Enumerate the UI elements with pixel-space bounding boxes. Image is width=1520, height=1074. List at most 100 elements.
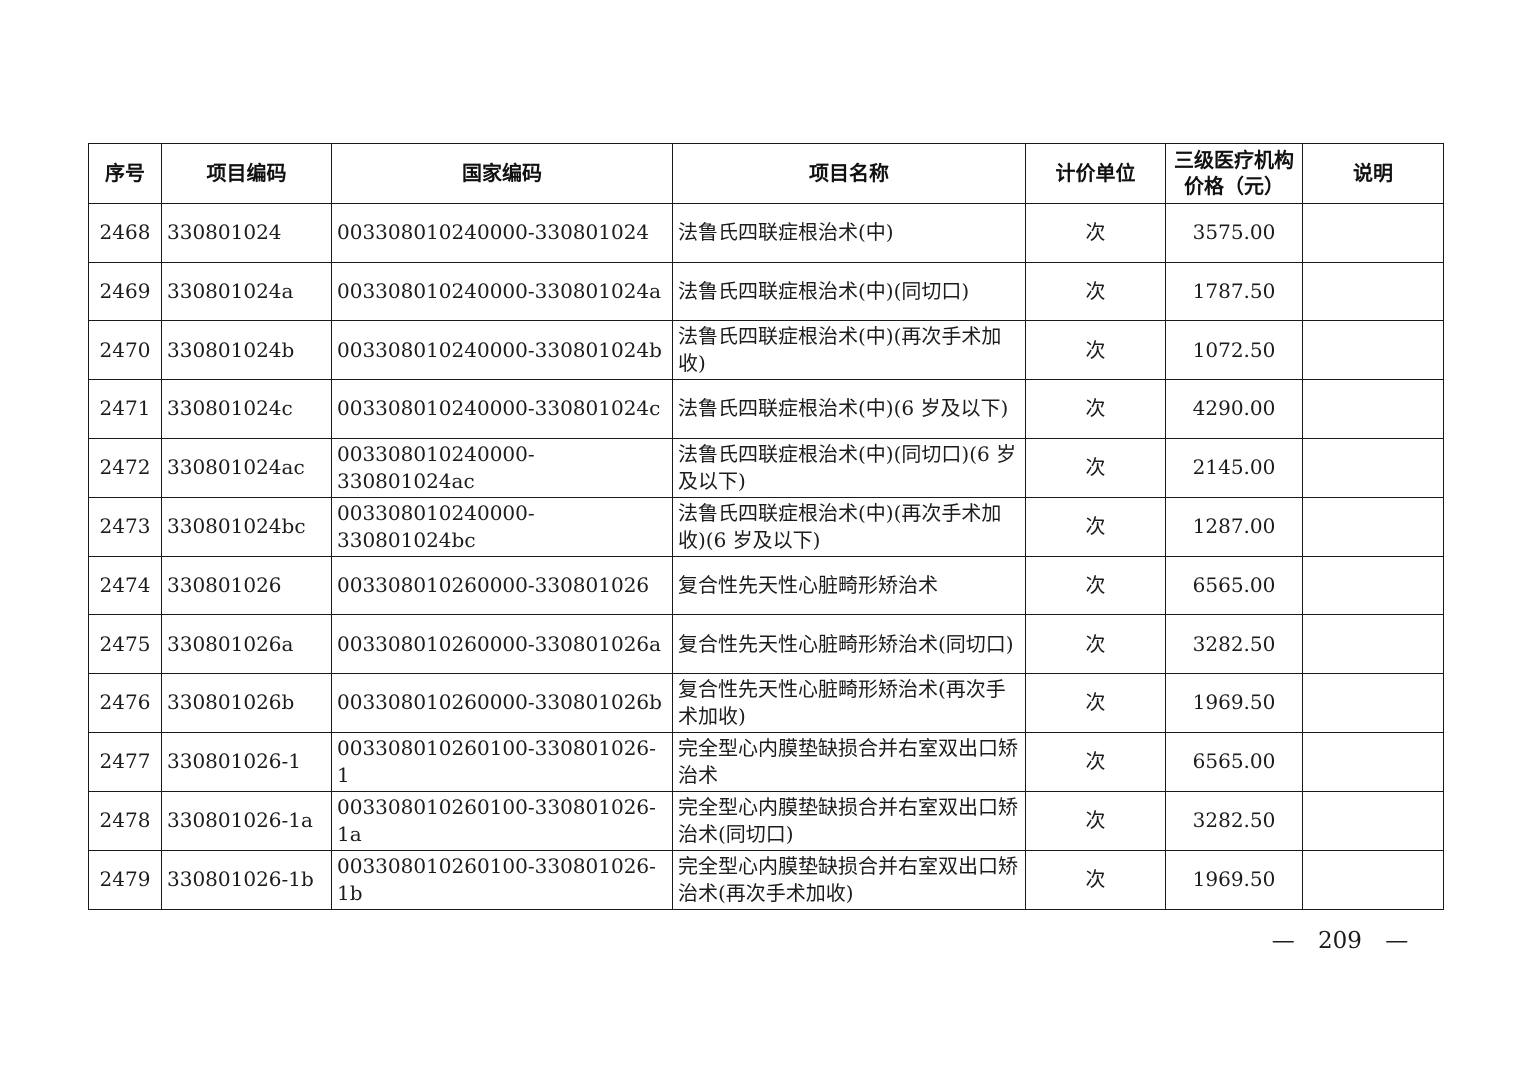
item-code-cell: 330801024a xyxy=(161,261,332,322)
item-code-cell: 330801026-1b xyxy=(161,849,332,910)
header-price: 三级医疗机构价格（元） xyxy=(1165,143,1303,204)
note-cell xyxy=(1302,261,1444,322)
note-cell xyxy=(1302,437,1444,498)
seq-cell: 2478 xyxy=(88,790,162,851)
header-note: 说明 xyxy=(1302,143,1444,204)
name-cell: 复合性先天性心脏畸形矫治术 xyxy=(672,555,1026,616)
unit-cell: 次 xyxy=(1025,731,1166,792)
name-cell: 法鲁氏四联症根治术(中) xyxy=(672,203,1026,263)
national-code-cell: 003308010260000-330801026b xyxy=(331,672,673,733)
item-code-cell: 330801024b xyxy=(161,320,332,381)
header-seq: 序号 xyxy=(88,143,162,204)
name-cell: 法鲁氏四联症根治术(中)(同切口)(6 岁及以下) xyxy=(672,437,1026,498)
seq-cell: 2479 xyxy=(88,849,162,910)
national-code-cell: 003308010240000-330801024b xyxy=(331,320,673,381)
price-cell: 4290.00 xyxy=(1165,379,1303,439)
table-header: 序号 项目编码 国家编码 项目名称 计价单位 三级医疗机构价格（元） 说明 xyxy=(88,143,1444,204)
price-cell: 1787.50 xyxy=(1165,261,1303,322)
national-code-cell: 003308010260000-330801026 xyxy=(331,555,673,616)
header-national-code: 国家编码 xyxy=(331,143,673,204)
price-cell: 1072.50 xyxy=(1165,320,1303,381)
price-cell: 3575.00 xyxy=(1165,203,1303,263)
item-code-cell: 330801024ac xyxy=(161,437,332,498)
price-cell: 1969.50 xyxy=(1165,672,1303,733)
table-row: 2472 330801024ac 003308010240000-330801024… xyxy=(88,437,1444,498)
national-code-cell: 003308010240000-330801024ac xyxy=(331,437,673,498)
national-code-cell: 003308010260100-330801026-1b xyxy=(331,849,673,910)
seq-cell: 2471 xyxy=(88,379,162,439)
national-code-cell: 003308010260100-330801026-1a xyxy=(331,790,673,851)
price-cell: 6565.00 xyxy=(1165,731,1303,792)
table-row: 2479 330801026-1b 003308010260100-33080102… xyxy=(88,849,1444,910)
note-cell xyxy=(1302,555,1444,616)
unit-cell: 次 xyxy=(1025,203,1166,263)
name-cell: 复合性先天性心脏畸形矫治术(同切口) xyxy=(672,614,1026,674)
item-code-cell: 330801026a xyxy=(161,614,332,674)
table-row: 2477 330801026-1 003308010260100-330801026… xyxy=(88,731,1444,792)
seq-cell: 2476 xyxy=(88,672,162,733)
seq-cell: 2475 xyxy=(88,614,162,674)
note-cell xyxy=(1302,731,1444,792)
table-body: 2468 330801024 003308010240000-330801024 法鲁… xyxy=(88,203,1444,910)
national-code-cell: 003308010240000-330801024 xyxy=(331,203,673,263)
national-code-cell: 003308010240000-330801024c xyxy=(331,379,673,439)
table-row: 2478 330801026-1a 003308010260100-33080102… xyxy=(88,790,1444,851)
table-row: 2475 330801026a 003308010260000-330801026a… xyxy=(88,614,1444,674)
name-cell: 法鲁氏四联症根治术(中)(同切口) xyxy=(672,261,1026,322)
seq-cell: 2473 xyxy=(88,496,162,557)
name-cell: 法鲁氏四联症根治术(中)(再次手术加收)(6 岁及以下) xyxy=(672,496,1026,557)
note-cell xyxy=(1302,790,1444,851)
unit-cell: 次 xyxy=(1025,261,1166,322)
seq-cell: 2477 xyxy=(88,731,162,792)
unit-cell: 次 xyxy=(1025,672,1166,733)
note-cell xyxy=(1302,320,1444,381)
table-row: 2470 330801024b 003308010240000-330801024b… xyxy=(88,320,1444,381)
item-code-cell: 330801024 xyxy=(161,203,332,263)
seq-cell: 2469 xyxy=(88,261,162,322)
name-cell: 法鲁氏四联症根治术(中)(6 岁及以下) xyxy=(672,379,1026,439)
price-cell: 1287.00 xyxy=(1165,496,1303,557)
header-row: 序号 项目编码 国家编码 项目名称 计价单位 三级医疗机构价格（元） 说明 xyxy=(88,143,1444,204)
table-row: 2468 330801024 003308010240000-330801024 法鲁… xyxy=(88,203,1444,263)
item-code-cell: 330801026-1 xyxy=(161,731,332,792)
item-code-cell: 330801024bc xyxy=(161,496,332,557)
seq-cell: 2468 xyxy=(88,203,162,263)
name-cell: 完全型心内膜垫缺损合并右室双出口矫治术(再次手术加收) xyxy=(672,849,1026,910)
unit-cell: 次 xyxy=(1025,555,1166,616)
price-cell: 2145.00 xyxy=(1165,437,1303,498)
name-cell: 法鲁氏四联症根治术(中)(再次手术加收) xyxy=(672,320,1026,381)
price-cell: 3282.50 xyxy=(1165,790,1303,851)
table-row: 2474 330801026 003308010260000-330801026 复合… xyxy=(88,555,1444,616)
seq-cell: 2472 xyxy=(88,437,162,498)
seq-cell: 2474 xyxy=(88,555,162,616)
seq-cell: 2470 xyxy=(88,320,162,381)
price-cell: 3282.50 xyxy=(1165,614,1303,674)
unit-cell: 次 xyxy=(1025,320,1166,381)
unit-cell: 次 xyxy=(1025,790,1166,851)
header-unit: 计价单位 xyxy=(1025,143,1166,204)
national-code-cell: 003308010260100-330801026-1 xyxy=(331,731,673,792)
table-row: 2476 330801026b 003308010260000-330801026b… xyxy=(88,672,1444,733)
note-cell xyxy=(1302,849,1444,910)
note-cell xyxy=(1302,614,1444,674)
name-cell: 完全型心内膜垫缺损合并右室双出口矫治术(同切口) xyxy=(672,790,1026,851)
table-row: 2473 330801024bc 003308010240000-330801024… xyxy=(88,496,1444,557)
page-number: — 209 — xyxy=(1271,928,1409,954)
header-item-name: 项目名称 xyxy=(672,143,1026,204)
price-cell: 6565.00 xyxy=(1165,555,1303,616)
unit-cell: 次 xyxy=(1025,437,1166,498)
unit-cell: 次 xyxy=(1025,849,1166,910)
name-cell: 完全型心内膜垫缺损合并右室双出口矫治术 xyxy=(672,731,1026,792)
unit-cell: 次 xyxy=(1025,379,1166,439)
note-cell xyxy=(1302,496,1444,557)
table-row: 2469 330801024a 003308010240000-330801024a… xyxy=(88,261,1444,322)
name-cell: 复合性先天性心脏畸形矫治术(再次手术加收) xyxy=(672,672,1026,733)
medical-price-table: 序号 项目编码 国家编码 项目名称 计价单位 三级医疗机构价格（元） 说明 24… xyxy=(88,143,1444,910)
unit-cell: 次 xyxy=(1025,496,1166,557)
item-code-cell: 330801024c xyxy=(161,379,332,439)
national-code-cell: 003308010260000-330801026a xyxy=(331,614,673,674)
note-cell xyxy=(1302,672,1444,733)
unit-cell: 次 xyxy=(1025,614,1166,674)
note-cell xyxy=(1302,379,1444,439)
